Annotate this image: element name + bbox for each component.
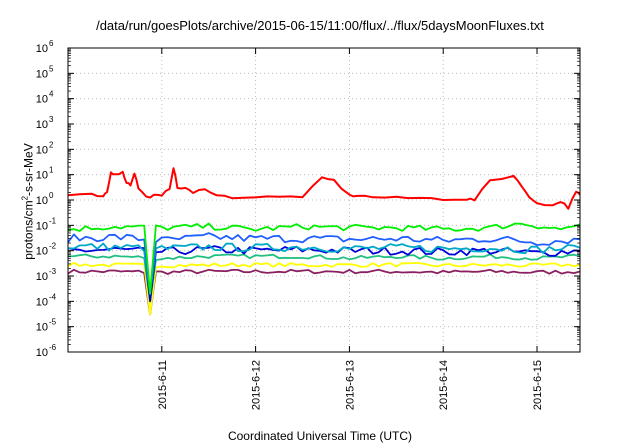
y-tick-exponent: -3 xyxy=(49,267,57,276)
x-tick-label: 2015-6-11 xyxy=(157,360,169,409)
y-tick-label: 10 xyxy=(36,246,48,258)
x-axis-label: Coordinated Universal Time (UTC) xyxy=(227,429,413,443)
series-line-1 xyxy=(67,222,581,295)
y-tick-label: 10 xyxy=(36,144,48,156)
axis-ticks: 10 -610 -510 -410 -310 -210 -110 010 110 210 310 41… xyxy=(36,39,580,410)
y-tick-label: 10 xyxy=(36,296,48,308)
y-tick-label: 10 xyxy=(36,195,48,207)
x-tick-label: 2015-6-14 xyxy=(438,360,450,410)
y-tick-label: 10 xyxy=(36,322,48,334)
y-tick-exponent: 3 xyxy=(49,115,54,124)
x-tick-label: 2015-6-12 xyxy=(251,360,263,410)
y-tick-exponent: 1 xyxy=(49,166,54,175)
y-tick-label: 10 xyxy=(36,119,48,131)
y-tick-exponent: -5 xyxy=(49,318,57,327)
y-tick-exponent: 5 xyxy=(49,64,54,73)
y-tick-exponent: 6 xyxy=(49,39,54,48)
y-tick-label: 10 xyxy=(36,68,48,80)
series-line-0 xyxy=(67,167,581,210)
y-tick-label: 10 xyxy=(36,170,48,182)
y-tick-exponent: 4 xyxy=(49,90,54,99)
y-tick-exponent: -1 xyxy=(49,216,57,225)
y-tick-exponent: -2 xyxy=(49,242,57,251)
x-tick-label: 2015-6-13 xyxy=(344,360,356,410)
y-tick-exponent: 2 xyxy=(49,140,54,149)
x-tick-label: 2015-6-15 xyxy=(532,360,544,410)
y-tick-label: 10 xyxy=(36,94,48,106)
y-tick-exponent: 0 xyxy=(49,191,54,200)
y-tick-label: 10 xyxy=(36,271,48,283)
y-tick-exponent: -6 xyxy=(49,343,57,352)
y-tick-label: 10 xyxy=(36,347,48,359)
series-line-6 xyxy=(67,261,581,316)
chart-title: /data/run/goesPlots/archive/2015-06-15/1… xyxy=(96,18,544,33)
data-series xyxy=(67,167,581,316)
y-tick-label: 10 xyxy=(36,43,48,55)
y-tick-exponent: -4 xyxy=(49,292,57,301)
y-tick-label: 10 xyxy=(36,220,48,232)
grid-lines xyxy=(68,48,580,352)
